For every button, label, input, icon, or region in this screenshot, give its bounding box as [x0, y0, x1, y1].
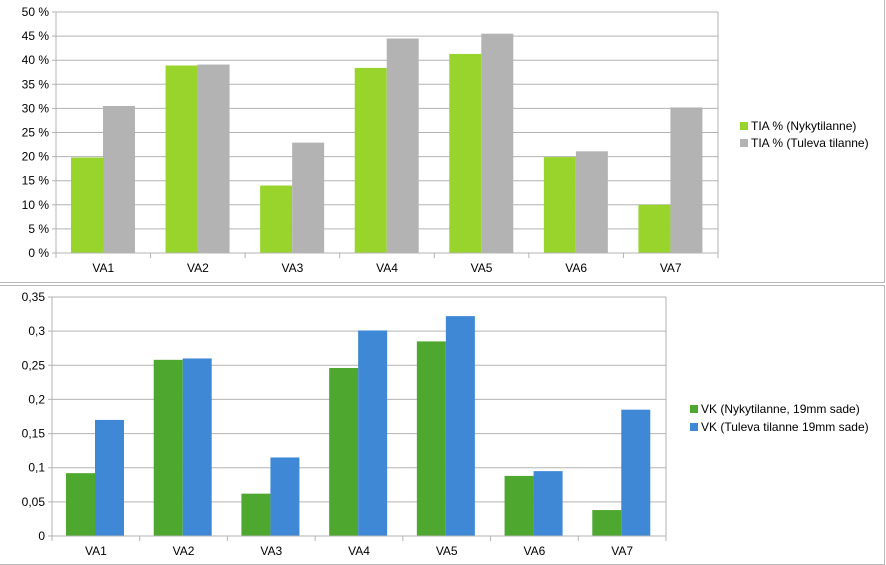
vk-bar	[270, 457, 300, 536]
tia-bar	[575, 151, 608, 253]
tia-legend-label: TIA % (Tuleva tilanne)	[751, 136, 869, 150]
tia-bar	[449, 53, 482, 254]
vk-y-tick-label: 0,2	[28, 392, 45, 406]
vk-bar	[592, 510, 622, 536]
vk-y-tick-label: 0,15	[22, 427, 46, 441]
vk-x-tick-label: VA3	[260, 544, 282, 558]
vk-y-tick-label: 0,05	[22, 495, 46, 509]
tia-x-tick-label: VA7	[660, 261, 682, 275]
vk-y-tick-label: 0,25	[22, 358, 46, 372]
tia-bar	[71, 157, 103, 253]
tia-bar	[670, 107, 703, 253]
tia-y-tick-label: 30 %	[22, 101, 50, 115]
tia-bar	[543, 157, 576, 253]
vk-legend-label: VK (Nykytilanne, 19mm sade)	[701, 402, 860, 416]
tia-legend-label: TIA % (Nykytilanne)	[751, 119, 856, 133]
vk-bar	[504, 475, 534, 536]
tia-bar	[165, 65, 198, 253]
tia-bar	[386, 38, 419, 254]
tia-bar	[638, 204, 671, 253]
tia-x-tick-label: VA1	[92, 261, 114, 275]
tia-legend-swatch	[740, 139, 748, 147]
vk-legend-swatch	[690, 405, 698, 413]
tia-bar	[481, 33, 514, 253]
tia-y-tick-label: 15 %	[22, 174, 50, 188]
vk-bar	[329, 368, 359, 536]
vk-legend-label: VK (Tuleva tilanne 19mm sade)	[701, 420, 869, 434]
tia-y-tick-label: 0 %	[28, 246, 49, 260]
tia-x-tick-label: VA6	[565, 261, 587, 275]
tia-bar	[260, 185, 293, 253]
tia-x-tick-label: VA4	[376, 261, 398, 275]
vk-x-tick-label: VA6	[524, 544, 546, 558]
tia-x-tick-label: VA3	[282, 261, 304, 275]
vk-bar	[621, 409, 651, 536]
tia-y-tick-label: 5 %	[28, 222, 49, 236]
tia-x-tick-label: VA2	[187, 261, 209, 275]
vk-bar	[445, 316, 475, 536]
vk-x-tick-label: VA2	[173, 544, 195, 558]
vk-y-tick-label: 0,35	[22, 290, 46, 304]
vk-legend-swatch	[690, 423, 698, 431]
vk-bar	[241, 493, 271, 536]
tia-y-tick-label: 10 %	[22, 198, 50, 212]
vk-y-tick-label: 0,1	[28, 461, 45, 475]
tia-bar	[103, 105, 135, 254]
vk-y-tick-label: 0	[38, 529, 45, 543]
vk-x-tick-label: VA1	[85, 544, 107, 558]
tia-y-tick-label: 35 %	[22, 77, 50, 91]
tia-bar	[292, 142, 325, 253]
vk-y-tick-label: 0,3	[28, 324, 45, 338]
vk-bar	[358, 330, 388, 536]
tia-y-tick-label: 50 %	[22, 5, 50, 19]
tia-y-tick-label: 25 %	[22, 126, 50, 140]
vk-bar	[182, 358, 212, 536]
tia-legend-swatch	[740, 122, 748, 130]
tia-y-tick-label: 40 %	[22, 53, 50, 67]
vk-bar	[153, 359, 183, 536]
tia-y-tick-label: 20 %	[22, 150, 50, 164]
tia-bar	[197, 64, 230, 254]
tia-y-tick-label: 45 %	[22, 29, 50, 43]
vk-bar	[416, 341, 446, 536]
vk-x-tick-label: VA4	[348, 544, 370, 558]
vk-bar	[66, 473, 95, 536]
vk-x-tick-label: VA7	[611, 544, 633, 558]
vk-bar	[95, 419, 124, 536]
vk-x-tick-label: VA5	[436, 544, 458, 558]
tia-x-tick-label: VA5	[471, 261, 493, 275]
vk-bar	[533, 471, 563, 536]
tia-bar	[354, 67, 387, 253]
